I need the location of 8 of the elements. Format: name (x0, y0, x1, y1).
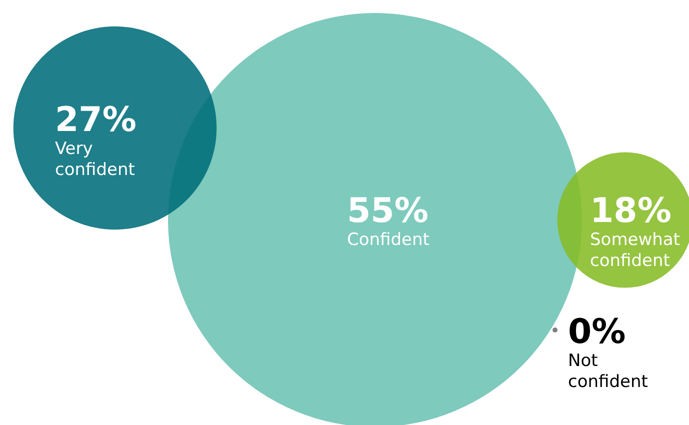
data-label: 18% (590, 191, 672, 231)
data-label: 27% (55, 100, 136, 140)
category-label: Confident (347, 230, 430, 250)
category-label: Very confident (55, 139, 136, 180)
data-label: 55% (347, 191, 428, 231)
category-label: Not confident (568, 351, 648, 392)
data-label: 0% (568, 312, 626, 352)
category-label: Somewhat confident (590, 230, 680, 271)
